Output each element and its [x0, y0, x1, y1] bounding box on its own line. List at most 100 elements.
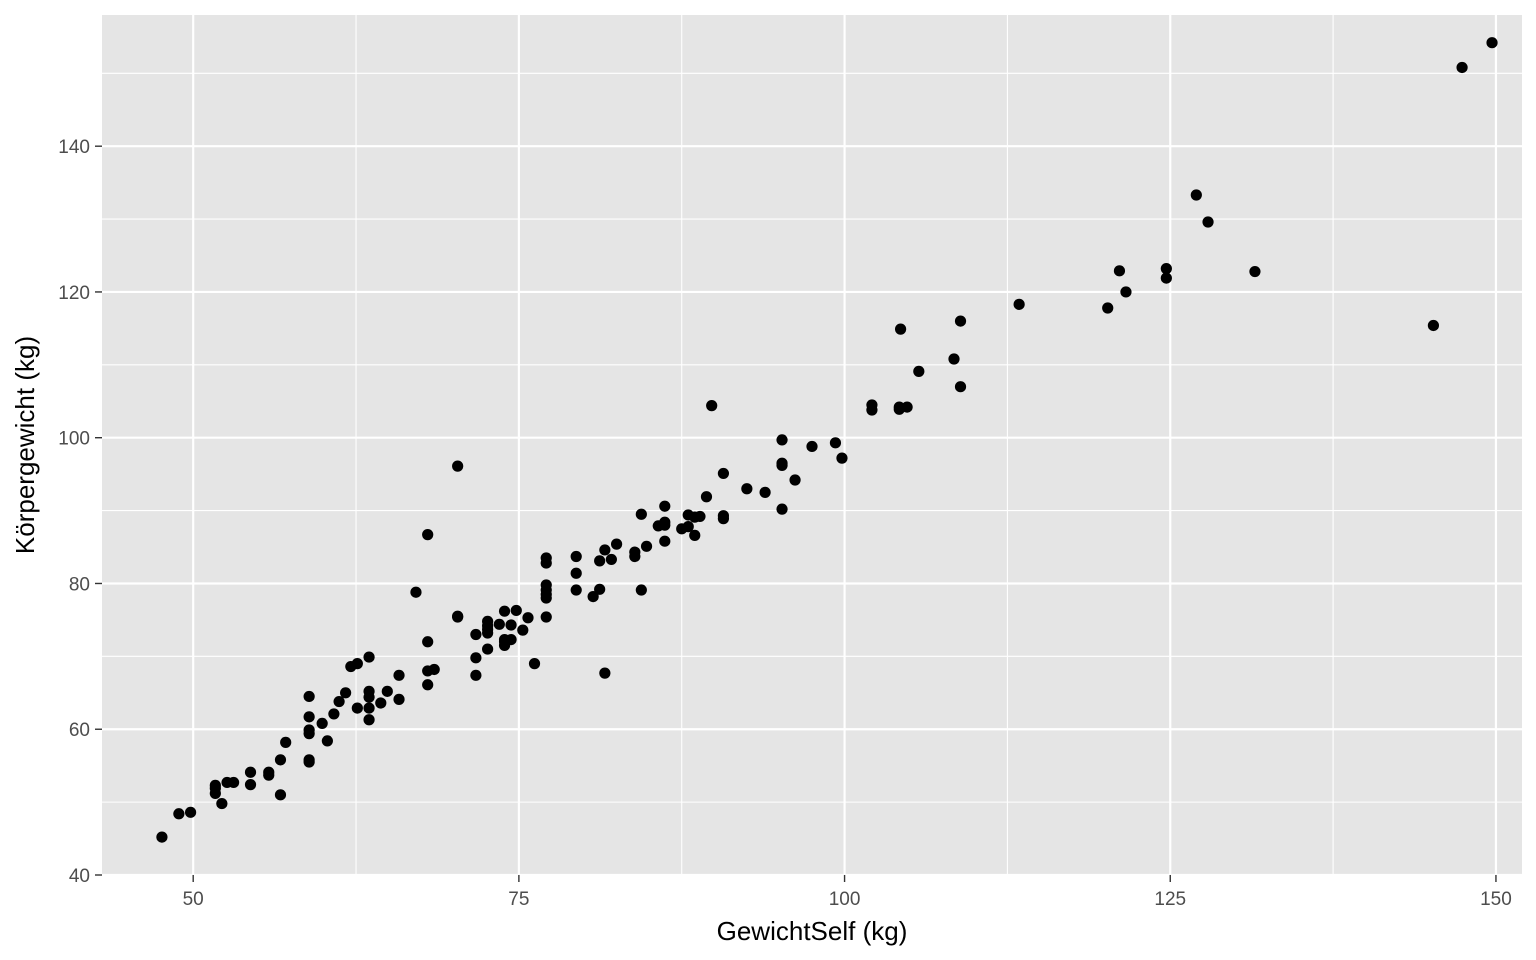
data-point	[948, 353, 960, 365]
data-point	[599, 667, 611, 679]
data-point	[1249, 265, 1261, 278]
data-point	[594, 583, 606, 595]
data-point	[410, 586, 422, 598]
data-point	[635, 584, 647, 596]
data-point	[528, 658, 541, 670]
data-point	[452, 460, 464, 472]
data-point	[363, 702, 375, 714]
data-point	[244, 766, 257, 778]
data-point	[209, 779, 221, 791]
minor-gridlines	[102, 15, 1522, 875]
data-point	[422, 529, 434, 541]
data-point	[470, 669, 482, 681]
y-tick-label: 100	[58, 429, 90, 450]
data-point	[333, 695, 345, 708]
y-axis-title: Körpergewicht (kg)	[10, 336, 40, 554]
data-point	[1013, 298, 1025, 310]
data-point	[1456, 61, 1468, 74]
data-point	[173, 808, 185, 820]
y-tick-label: 120	[58, 283, 90, 304]
data-point	[303, 711, 315, 723]
data-point	[776, 434, 788, 446]
x-tick-label: 50	[183, 889, 204, 910]
data-point	[610, 538, 623, 550]
data-point	[901, 401, 913, 413]
data-point	[227, 776, 240, 789]
data-point	[717, 467, 730, 480]
data-point	[659, 535, 671, 547]
data-point	[363, 651, 375, 663]
data-point	[303, 756, 315, 768]
data-point	[274, 754, 287, 766]
data-point	[635, 508, 647, 520]
data-point	[1113, 265, 1126, 277]
data-point	[806, 440, 818, 453]
x-tick-label: 150	[1480, 889, 1512, 910]
data-point	[351, 658, 363, 670]
data-point	[393, 693, 405, 705]
x-tick-label: 125	[1154, 889, 1186, 910]
data-point	[629, 546, 641, 558]
data-point	[263, 766, 275, 778]
data-point	[717, 510, 730, 522]
y-tick-label: 60	[69, 720, 90, 741]
data-point	[505, 633, 517, 646]
data-point	[689, 529, 701, 541]
data-point	[789, 474, 801, 486]
data-point	[375, 697, 387, 709]
data-point	[316, 717, 328, 730]
data-point	[682, 521, 694, 533]
data-point	[599, 544, 611, 556]
x-tick-label: 100	[829, 889, 861, 910]
data-point	[570, 550, 582, 563]
data-point	[505, 619, 517, 631]
data-point	[470, 652, 482, 664]
data-point	[894, 323, 907, 335]
x-axis-title: GewichtSelf (kg)	[717, 916, 908, 946]
data-point	[470, 628, 482, 641]
data-point	[493, 618, 505, 630]
data-point	[594, 555, 606, 567]
data-point	[321, 735, 333, 747]
data-point	[540, 579, 552, 591]
data-point	[280, 736, 292, 748]
y-tick-label: 80	[69, 574, 90, 595]
data-point	[422, 636, 434, 648]
data-point	[759, 486, 771, 498]
data-point	[1202, 216, 1214, 228]
data-point	[1427, 319, 1440, 332]
data-point	[1160, 263, 1172, 275]
data-point	[1120, 286, 1132, 298]
y-tick-label: 40	[69, 866, 90, 887]
data-point	[829, 437, 842, 449]
data-point	[184, 806, 197, 818]
data-point	[605, 553, 617, 566]
data-point	[244, 779, 257, 791]
data-point	[303, 690, 315, 703]
data-point	[640, 540, 653, 552]
data-point	[540, 611, 552, 623]
data-point	[1486, 37, 1498, 49]
data-point	[866, 399, 878, 411]
data-point	[776, 459, 788, 472]
data-point	[428, 663, 440, 676]
data-point	[381, 685, 393, 697]
data-point	[954, 315, 967, 327]
data-point	[659, 516, 671, 528]
data-point	[363, 714, 375, 726]
data-point	[498, 605, 511, 617]
data-point	[452, 611, 464, 623]
data-point	[328, 708, 340, 720]
data-point	[1102, 302, 1114, 314]
data-point	[510, 604, 522, 617]
data-point	[659, 500, 671, 512]
data-point	[351, 702, 363, 714]
data-point	[522, 612, 534, 624]
data-point	[517, 624, 529, 636]
data-point	[570, 567, 582, 579]
data-point	[1160, 272, 1172, 284]
data-point	[274, 789, 287, 801]
data-point	[893, 401, 905, 413]
data-point	[1190, 189, 1202, 201]
